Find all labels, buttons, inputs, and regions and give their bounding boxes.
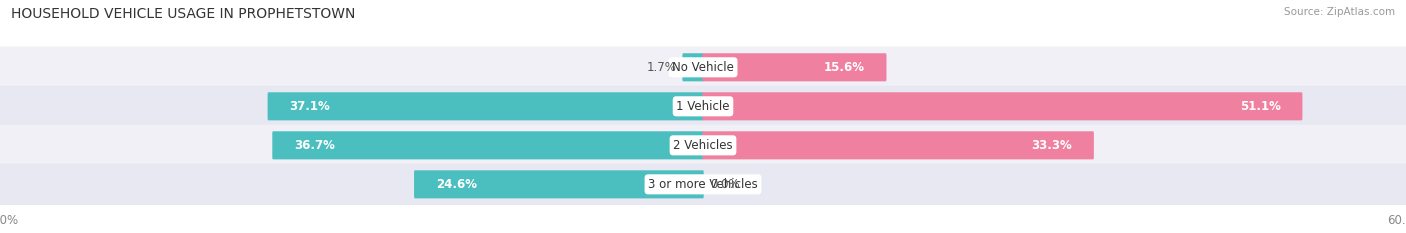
Text: 1.7%: 1.7%	[647, 61, 676, 74]
Text: 2 Vehicles: 2 Vehicles	[673, 139, 733, 152]
FancyBboxPatch shape	[0, 164, 1406, 205]
Text: 0.0%: 0.0%	[710, 178, 740, 191]
FancyBboxPatch shape	[415, 170, 704, 198]
Text: No Vehicle: No Vehicle	[672, 61, 734, 74]
Text: 24.6%: 24.6%	[436, 178, 477, 191]
Text: HOUSEHOLD VEHICLE USAGE IN PROPHETSTOWN: HOUSEHOLD VEHICLE USAGE IN PROPHETSTOWN	[11, 7, 356, 21]
FancyBboxPatch shape	[682, 53, 704, 81]
FancyBboxPatch shape	[267, 92, 704, 120]
FancyBboxPatch shape	[0, 47, 1406, 88]
Text: Source: ZipAtlas.com: Source: ZipAtlas.com	[1284, 7, 1395, 17]
Text: 51.1%: 51.1%	[1240, 100, 1281, 113]
FancyBboxPatch shape	[273, 131, 704, 159]
FancyBboxPatch shape	[0, 125, 1406, 166]
Text: 1 Vehicle: 1 Vehicle	[676, 100, 730, 113]
Text: 15.6%: 15.6%	[824, 61, 865, 74]
Text: 37.1%: 37.1%	[290, 100, 330, 113]
Text: 33.3%: 33.3%	[1032, 139, 1073, 152]
Text: 3 or more Vehicles: 3 or more Vehicles	[648, 178, 758, 191]
FancyBboxPatch shape	[703, 92, 1302, 120]
FancyBboxPatch shape	[703, 53, 886, 81]
FancyBboxPatch shape	[0, 86, 1406, 127]
Text: 36.7%: 36.7%	[294, 139, 335, 152]
FancyBboxPatch shape	[703, 131, 1094, 159]
